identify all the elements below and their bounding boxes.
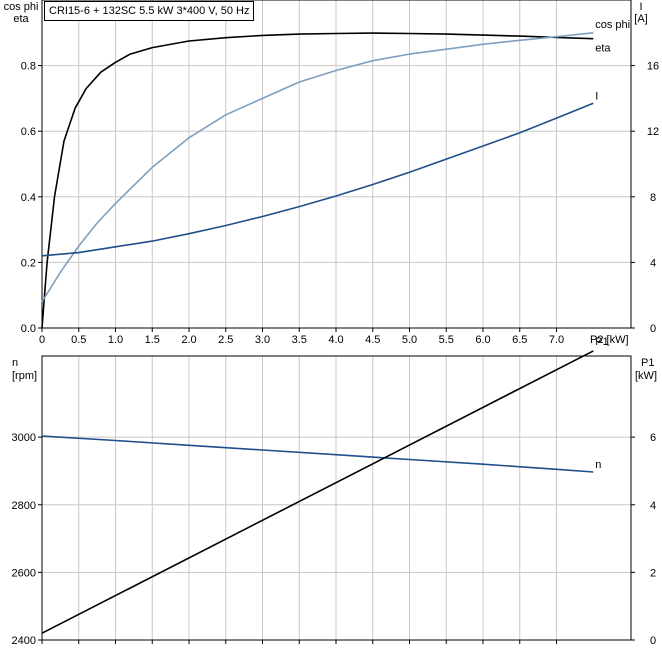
series-line-cos-phi bbox=[41, 32, 594, 303]
x-tick-label: 1.5 bbox=[145, 334, 160, 346]
y-tick-label-right: 4 bbox=[650, 500, 656, 512]
left-axis-label: n bbox=[12, 357, 18, 369]
chart-title: CRI15-6 + 132SC 5.5 kW 3*400 V, 50 Hz bbox=[44, 1, 255, 21]
y-tick-label-left: 0.8 bbox=[21, 61, 36, 73]
x-tick-label: 5.0 bbox=[402, 334, 417, 346]
x-tick-label: 2.5 bbox=[218, 334, 233, 346]
series-line-I bbox=[41, 102, 594, 257]
y-tick-label-right: 0 bbox=[650, 323, 656, 335]
left-axis-label: eta bbox=[13, 13, 29, 25]
x-tick-label: 0 bbox=[39, 334, 45, 346]
y-tick-label-left: 0.6 bbox=[21, 126, 36, 138]
right-axis-label: P1 bbox=[641, 357, 654, 369]
left-axis-label: cos phi bbox=[4, 1, 39, 13]
y-tick-label-right: 8 bbox=[650, 192, 656, 204]
top-panel: 0 0.5 1.0 1.5 2.0 2.5 3.0 3.5 4.0 4.5 5.0 5.5 6.0 6.5… bbox=[4, 0, 659, 346]
series-line-P1 bbox=[41, 350, 594, 634]
x-tick-label: 6.5 bbox=[512, 334, 527, 346]
y-tick-label-right: 12 bbox=[647, 126, 659, 138]
x-tick-label: 1.0 bbox=[108, 334, 123, 346]
x-tick-label: 2.0 bbox=[181, 334, 196, 346]
series-line-n bbox=[41, 435, 594, 473]
y-tick-label-right: 4 bbox=[650, 257, 656, 269]
series-label-cos-phi: cos phi bbox=[595, 19, 630, 31]
x-tick-label: 5.5 bbox=[439, 334, 454, 346]
series-label-n: n bbox=[595, 459, 601, 471]
y-tick-label-left: 0.4 bbox=[21, 192, 36, 204]
y-tick-label-left: 2600 bbox=[12, 567, 36, 579]
x-tick-label: 3.5 bbox=[292, 334, 307, 346]
series-label-I: I bbox=[595, 90, 598, 102]
y-tick-label-left: 0.0 bbox=[21, 323, 36, 335]
y-tick-label-right: 0 bbox=[650, 635, 656, 647]
y-tick-label-left: 2400 bbox=[12, 635, 36, 647]
right-axis-label: [kW] bbox=[635, 370, 657, 382]
y-tick-label-right: 2 bbox=[650, 567, 656, 579]
x-tick-label: 0.5 bbox=[71, 334, 86, 346]
x-tick-label: 4.0 bbox=[328, 334, 343, 346]
x-tick-label: 7.0 bbox=[549, 334, 564, 346]
y-tick-label-left: 2800 bbox=[12, 500, 36, 512]
right-axis-label: [A] bbox=[634, 13, 647, 25]
y-tick-label-left: 0.2 bbox=[21, 257, 36, 269]
right-axis-label: I bbox=[639, 1, 642, 13]
series-line-eta bbox=[41, 32, 594, 329]
y-tick-label-right: 16 bbox=[647, 61, 659, 73]
series-label-eta: eta bbox=[595, 43, 611, 55]
left-axis-label: [rpm] bbox=[12, 370, 37, 382]
x-tick-label: 6.0 bbox=[475, 334, 490, 346]
x-axis-label: P2 [kW] bbox=[590, 334, 629, 346]
y-tick-label-left: 3000 bbox=[12, 432, 36, 444]
x-tick-label: 3.0 bbox=[255, 334, 270, 346]
series-label-P1: P1 bbox=[595, 336, 608, 348]
y-tick-label-right: 6 bbox=[650, 432, 656, 444]
x-tick-label: 4.5 bbox=[365, 334, 380, 346]
